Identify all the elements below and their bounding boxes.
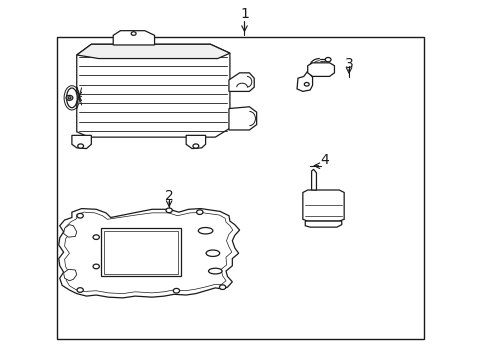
Text: 2: 2 [164,189,173,203]
Ellipse shape [93,235,99,239]
Bar [101,228,181,276]
Ellipse shape [66,95,73,100]
Polygon shape [305,221,341,227]
Polygon shape [302,190,344,221]
Polygon shape [63,225,77,237]
Ellipse shape [77,213,83,218]
Polygon shape [311,169,316,190]
Ellipse shape [193,144,199,148]
Text: 3: 3 [344,57,353,71]
Polygon shape [228,107,256,130]
Ellipse shape [196,210,203,215]
Polygon shape [307,63,334,76]
Polygon shape [63,269,77,281]
Polygon shape [72,135,91,149]
Ellipse shape [208,268,222,274]
Bar [57,37,424,339]
Ellipse shape [219,285,225,289]
Ellipse shape [77,288,83,292]
Ellipse shape [66,88,77,108]
Bar [104,231,178,274]
Ellipse shape [304,82,308,86]
Ellipse shape [165,208,172,213]
Text: 4: 4 [320,153,328,167]
Text: 1: 1 [240,7,248,21]
Polygon shape [228,73,254,91]
Polygon shape [77,44,229,137]
Ellipse shape [68,97,71,99]
Ellipse shape [325,58,330,62]
Polygon shape [77,44,229,59]
Polygon shape [113,31,154,45]
Ellipse shape [173,288,179,293]
Ellipse shape [198,228,212,234]
Ellipse shape [78,144,83,148]
Ellipse shape [131,32,136,35]
Polygon shape [186,135,205,149]
Ellipse shape [205,250,219,256]
Ellipse shape [93,264,99,269]
Polygon shape [59,208,239,298]
Polygon shape [296,71,312,91]
